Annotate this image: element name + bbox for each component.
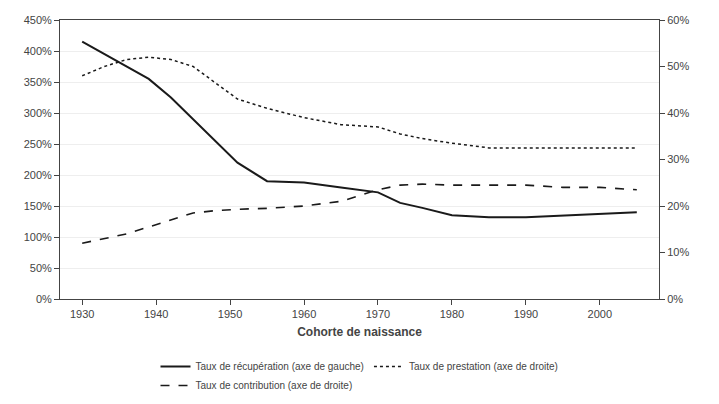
svg-text:1950: 1950 xyxy=(218,308,242,320)
svg-text:1990: 1990 xyxy=(514,308,538,320)
svg-text:1960: 1960 xyxy=(292,308,316,320)
svg-text:400%: 400% xyxy=(24,45,52,57)
svg-text:Cohorte de naissance: Cohorte de naissance xyxy=(297,325,422,339)
svg-text:150%: 150% xyxy=(24,200,52,212)
svg-text:Taux de contribution (axe de d: Taux de contribution (axe de droite) xyxy=(196,380,353,391)
svg-text:Taux de prestation (axe de dro: Taux de prestation (axe de droite) xyxy=(409,361,558,372)
svg-text:50%: 50% xyxy=(667,60,689,72)
svg-text:1980: 1980 xyxy=(440,308,464,320)
svg-text:450%: 450% xyxy=(24,14,52,26)
svg-text:40%: 40% xyxy=(667,107,689,119)
svg-text:0%: 0% xyxy=(667,293,683,305)
svg-text:Taux de récupération (axe de g: Taux de récupération (axe de gauche) xyxy=(196,361,364,372)
svg-text:30%: 30% xyxy=(667,153,689,165)
svg-text:0%: 0% xyxy=(36,293,52,305)
svg-text:200%: 200% xyxy=(24,169,52,181)
svg-text:350%: 350% xyxy=(24,76,52,88)
svg-text:1930: 1930 xyxy=(70,308,94,320)
svg-text:10%: 10% xyxy=(667,246,689,258)
svg-text:60%: 60% xyxy=(667,14,689,26)
svg-text:1940: 1940 xyxy=(144,308,168,320)
svg-text:2000: 2000 xyxy=(588,308,612,320)
svg-text:250%: 250% xyxy=(24,138,52,150)
svg-text:1970: 1970 xyxy=(366,308,390,320)
svg-text:100%: 100% xyxy=(24,231,52,243)
svg-text:20%: 20% xyxy=(667,200,689,212)
svg-text:50%: 50% xyxy=(30,262,52,274)
svg-text:300%: 300% xyxy=(24,107,52,119)
